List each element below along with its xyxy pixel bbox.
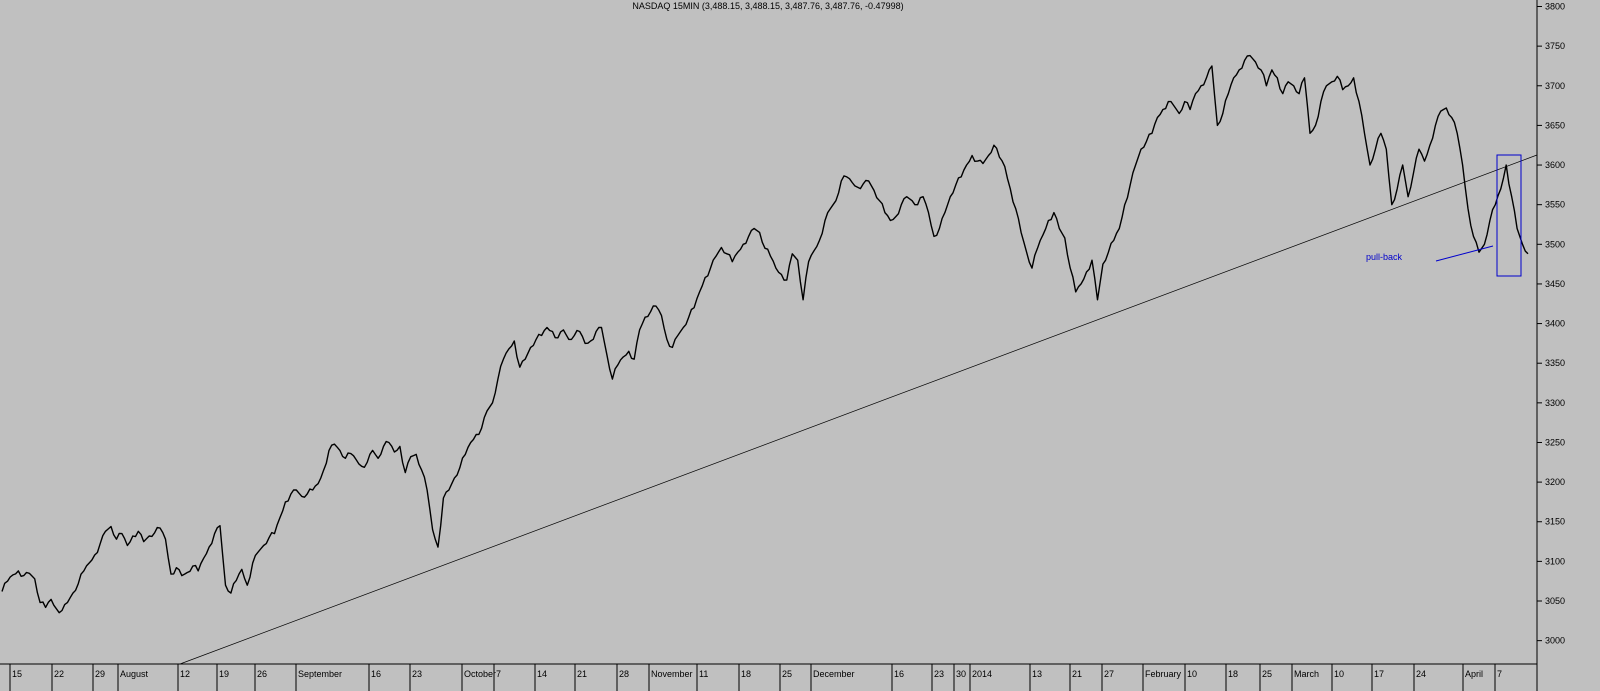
x-tick-label: 21 bbox=[577, 669, 587, 679]
y-tick-label: 3300 bbox=[1545, 398, 1565, 408]
x-tick-label: 16 bbox=[371, 669, 381, 679]
x-tick-label: 12 bbox=[180, 669, 190, 679]
y-tick-label: 3600 bbox=[1545, 160, 1565, 170]
x-tick-label: 14 bbox=[537, 669, 547, 679]
y-tick-label: 3200 bbox=[1545, 477, 1565, 487]
x-tick-label: 11 bbox=[699, 669, 708, 679]
x-tick-label: August bbox=[120, 669, 149, 679]
y-tick-label: 3550 bbox=[1545, 200, 1565, 210]
x-tick-label: 25 bbox=[782, 669, 792, 679]
x-tick-label: 15 bbox=[12, 669, 22, 679]
x-tick-label: 2014 bbox=[972, 669, 992, 679]
x-tick-label: 16 bbox=[894, 669, 904, 679]
y-tick-label: 3250 bbox=[1545, 437, 1565, 447]
x-tick-label: February bbox=[1145, 669, 1182, 679]
y-tick-label: 3150 bbox=[1545, 517, 1565, 527]
x-tick-label: 18 bbox=[1228, 669, 1238, 679]
pullback-pointer-line bbox=[1435, 245, 1494, 262]
x-tick-label: 18 bbox=[741, 669, 751, 679]
x-tick-label: 19 bbox=[219, 669, 229, 679]
x-tick-label: 25 bbox=[1262, 669, 1272, 679]
x-tick-label: September bbox=[298, 669, 342, 679]
x-tick-label: 13 bbox=[1032, 669, 1042, 679]
y-axis: 3000 3050 3100 3150 3200 3250 3300 3350 3400 3450… bbox=[1536, 0, 1565, 691]
x-tick-label: 28 bbox=[619, 669, 629, 679]
x-tick-label: 30 bbox=[956, 669, 966, 679]
x-tick-label: 27 bbox=[1104, 669, 1114, 679]
x-tick-label: April bbox=[1465, 669, 1483, 679]
pullback-highlight-box bbox=[1496, 154, 1522, 277]
x-tick-label: 17 bbox=[1374, 669, 1384, 679]
y-tick-label: 3000 bbox=[1545, 636, 1565, 646]
x-tick-label: 29 bbox=[95, 669, 105, 679]
x-tick-label: November bbox=[651, 669, 693, 679]
x-tick-label: 23 bbox=[934, 669, 944, 679]
x-tick-label: 24 bbox=[1416, 669, 1426, 679]
y-tick-label: 3700 bbox=[1545, 81, 1565, 91]
y-tick-label: 3450 bbox=[1545, 279, 1565, 289]
x-tick-label: 10 bbox=[1334, 669, 1344, 679]
pullback-label: pull-back bbox=[1366, 252, 1403, 262]
y-tick-label: 3350 bbox=[1545, 358, 1565, 368]
x-tick-label: 7 bbox=[1497, 669, 1502, 679]
y-tick-label: 3400 bbox=[1545, 319, 1565, 329]
x-axis: 15 22 29 August 12 19 26 September 16 23 October 7 1… bbox=[0, 663, 1537, 691]
x-tick-label: 23 bbox=[412, 669, 422, 679]
x-tick-label: 21 bbox=[1072, 669, 1082, 679]
x-tick-label: March bbox=[1294, 669, 1319, 679]
chart-title: NASDAQ 15MIN (3,488.15, 3,488.15, 3,487.… bbox=[632, 1, 903, 11]
x-tick-label: 10 bbox=[1187, 669, 1197, 679]
x-tick-label: 26 bbox=[257, 669, 267, 679]
y-tick-label: 3050 bbox=[1545, 596, 1565, 606]
y-tick-label: 3500 bbox=[1545, 239, 1565, 249]
x-tick-label: 22 bbox=[54, 669, 64, 679]
y-tick-label: 3800 bbox=[1545, 2, 1565, 12]
y-tick-label: 3650 bbox=[1545, 120, 1565, 130]
price-series-line bbox=[1, 54, 1529, 614]
x-tick-label: October bbox=[464, 669, 496, 679]
x-tick-label: 7 bbox=[496, 669, 501, 679]
y-tick-label: 3750 bbox=[1545, 41, 1565, 51]
y-tick-label: 3100 bbox=[1545, 556, 1565, 566]
x-tick-label: December bbox=[813, 669, 855, 679]
trendline bbox=[179, 154, 1538, 665]
